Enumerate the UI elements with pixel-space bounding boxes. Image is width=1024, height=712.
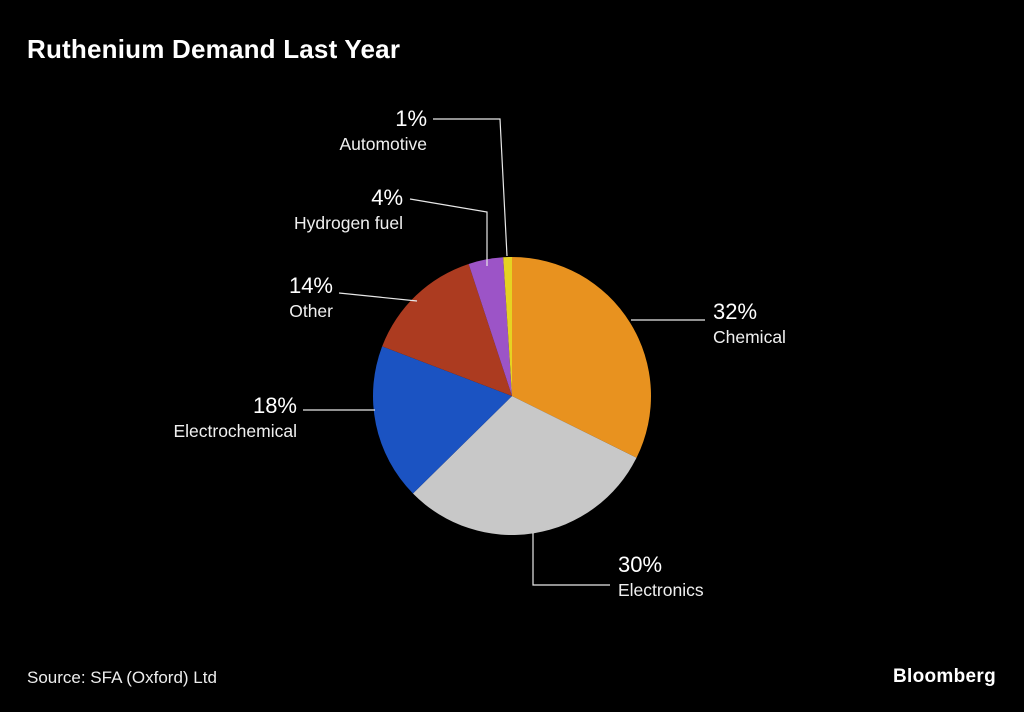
callout-automotive-percent: 1% [395, 106, 427, 131]
callout-electronics: 30% Electronics [618, 551, 704, 602]
callout-automotive: 1% Automotive [339, 105, 427, 156]
bloomberg-logo: Bloomberg [893, 666, 996, 687]
chart-title: Ruthenium Demand Last Year [27, 34, 401, 64]
callout-chemical-label: Chemical [713, 326, 786, 347]
leader-line-electronics [532, 533, 610, 586]
leader-line-hydrogen-fuel [409, 198, 488, 266]
callout-hydrogen-fuel-percent: 4% [371, 185, 403, 210]
pie-slice-electrochemical [372, 346, 512, 494]
callout-hydrogen-fuel: 4% Hydrogen fuel [294, 184, 403, 235]
pie-slice-hydrogen-fuel [468, 257, 512, 396]
callout-other: 14% Other [289, 272, 333, 323]
callout-chemical-percent: 32% [713, 299, 758, 324]
callout-other-percent: 14% [288, 273, 333, 298]
callout-electrochemical: 18% Electrochemical [173, 392, 297, 443]
callout-electrochemical-percent: 18% [252, 393, 297, 418]
callout-automotive-label: Automotive [339, 133, 427, 154]
pie-slice-automotive [503, 257, 512, 396]
pie-slice-other [382, 263, 512, 396]
callout-hydrogen-fuel-label: Hydrogen fuel [294, 212, 403, 233]
callout-other-label: Other [289, 300, 333, 321]
leader-line-other [338, 292, 418, 302]
callout-electronics-percent: 30% [618, 552, 663, 577]
pie-slice-chemical [512, 257, 651, 458]
leader-line-automotive [433, 118, 508, 257]
callout-electronics-label: Electronics [618, 579, 704, 600]
pie-slices [372, 257, 651, 535]
source-note: Source: SFA (Oxford) Ltd [27, 668, 217, 687]
pie-slice-electronics [412, 396, 637, 535]
callout-chemical: 32% Chemical [713, 298, 786, 349]
callout-electrochemical-label: Electrochemical [173, 420, 297, 441]
